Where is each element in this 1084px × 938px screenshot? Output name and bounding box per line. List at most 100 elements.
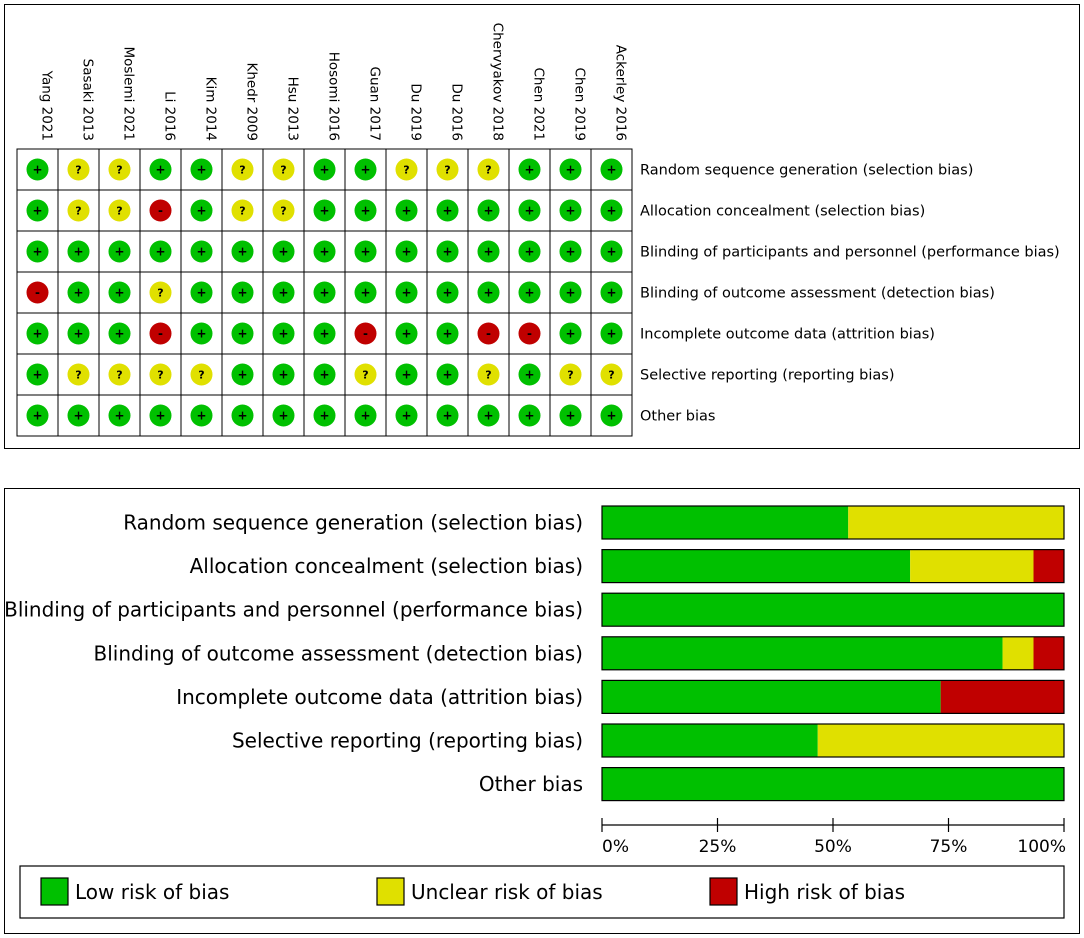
risk-symbol: + bbox=[32, 327, 42, 341]
high-risk-marker: - bbox=[149, 199, 172, 222]
low-risk-marker: + bbox=[600, 199, 623, 222]
legend-swatch bbox=[376, 877, 405, 906]
risk-circle bbox=[231, 281, 254, 304]
risk-circle bbox=[354, 404, 377, 427]
low-risk-marker: + bbox=[231, 363, 254, 386]
risk-symbol: + bbox=[483, 245, 493, 259]
low-risk-marker: + bbox=[108, 404, 131, 427]
low-risk-marker: + bbox=[436, 404, 459, 427]
study-label: Kim 2014 bbox=[203, 77, 219, 141]
risk-symbol: + bbox=[319, 163, 329, 177]
unclear-risk-marker: ? bbox=[600, 363, 623, 386]
bar-category-label: Blinding of participants and personnel (… bbox=[4, 598, 583, 622]
risk-symbol: + bbox=[401, 286, 411, 300]
low-risk-marker: + bbox=[231, 322, 254, 345]
risk-symbol: + bbox=[524, 409, 534, 423]
risk-circle bbox=[272, 363, 295, 386]
risk-circle bbox=[190, 281, 213, 304]
low-risk-marker: + bbox=[190, 281, 213, 304]
high-risk-marker: - bbox=[26, 281, 49, 304]
risk-circle bbox=[272, 281, 295, 304]
low-risk-marker: + bbox=[26, 404, 49, 427]
risk-circle bbox=[477, 363, 500, 386]
bar-segment bbox=[817, 724, 1064, 757]
risk-symbol: ? bbox=[116, 369, 122, 382]
risk-circle bbox=[600, 240, 623, 263]
risk-symbol: + bbox=[278, 286, 288, 300]
risk-circle bbox=[518, 404, 541, 427]
low-risk-marker: + bbox=[313, 281, 336, 304]
risk-circle bbox=[231, 322, 254, 345]
risk-symbol: ? bbox=[362, 369, 368, 382]
unclear-risk-marker: ? bbox=[272, 199, 295, 222]
bar-segment bbox=[1033, 636, 1065, 670]
risk-symbol: + bbox=[155, 245, 165, 259]
risk-circle bbox=[149, 199, 172, 222]
risk-circle bbox=[313, 281, 336, 304]
risk-circle bbox=[26, 363, 49, 386]
risk-circle bbox=[190, 363, 213, 386]
bar-segment bbox=[1033, 549, 1065, 583]
bar-segment bbox=[940, 680, 1064, 714]
risk-symbol: + bbox=[319, 327, 329, 341]
risk-symbol: + bbox=[524, 204, 534, 218]
risk-circle bbox=[67, 240, 90, 263]
risk-symbol: + bbox=[606, 204, 616, 218]
risk-circle bbox=[231, 158, 254, 181]
risk-circle bbox=[108, 158, 131, 181]
domain-label: Blinding of participants and personnel (… bbox=[640, 245, 1060, 261]
risk-circle bbox=[600, 281, 623, 304]
risk-circle bbox=[108, 404, 131, 427]
risk-circle bbox=[395, 404, 418, 427]
low-risk-marker: + bbox=[518, 404, 541, 427]
low-risk-marker: + bbox=[149, 158, 172, 181]
unclear-risk-marker: ? bbox=[190, 363, 213, 386]
low-risk-marker: + bbox=[600, 322, 623, 345]
high-risk-marker: - bbox=[518, 322, 541, 345]
risk-symbol: + bbox=[32, 409, 42, 423]
risk-symbol: - bbox=[158, 204, 163, 218]
risk-symbol: + bbox=[524, 286, 534, 300]
risk-symbol: + bbox=[606, 327, 616, 341]
low-risk-marker: + bbox=[272, 281, 295, 304]
low-risk-marker: + bbox=[231, 240, 254, 263]
risk-symbol: + bbox=[606, 245, 616, 259]
risk-symbol: ? bbox=[75, 369, 81, 382]
low-risk-marker: + bbox=[395, 281, 418, 304]
risk-circle bbox=[67, 281, 90, 304]
risk-circle bbox=[559, 240, 582, 263]
low-risk-marker: + bbox=[518, 240, 541, 263]
risk-symbol: + bbox=[237, 327, 247, 341]
low-risk-marker: + bbox=[395, 199, 418, 222]
risk-circle bbox=[190, 404, 213, 427]
risk-circle bbox=[272, 158, 295, 181]
risk-symbol: + bbox=[196, 163, 206, 177]
risk-circle bbox=[149, 322, 172, 345]
legend-swatch bbox=[709, 877, 738, 906]
risk-of-bias-graph-chart: Random sequence generation (selection bi… bbox=[4, 505, 1066, 919]
risk-circle bbox=[313, 363, 336, 386]
unclear-risk-marker: ? bbox=[67, 158, 90, 181]
risk-circle bbox=[313, 240, 336, 263]
unclear-risk-marker: ? bbox=[108, 363, 131, 386]
risk-circle bbox=[272, 322, 295, 345]
unclear-risk-marker: ? bbox=[436, 158, 459, 181]
risk-symbol: ? bbox=[198, 369, 204, 382]
risk-circle bbox=[518, 199, 541, 222]
bar-segment bbox=[602, 593, 1064, 627]
x-axis-tick-label: 100% bbox=[1017, 837, 1066, 857]
risk-circle bbox=[518, 322, 541, 345]
risk-symbol: + bbox=[360, 245, 370, 259]
high-risk-marker: - bbox=[354, 322, 377, 345]
low-risk-marker: + bbox=[395, 322, 418, 345]
risk-circle bbox=[477, 158, 500, 181]
risk-circle bbox=[108, 240, 131, 263]
low-risk-marker: + bbox=[477, 199, 500, 222]
bar-outline bbox=[601, 767, 1065, 802]
risk-circle bbox=[354, 158, 377, 181]
low-risk-marker: + bbox=[190, 199, 213, 222]
risk-circle bbox=[395, 363, 418, 386]
bar-outline bbox=[601, 636, 1065, 671]
risk-symbol: ? bbox=[116, 164, 122, 177]
risk-symbol: ? bbox=[485, 164, 491, 177]
